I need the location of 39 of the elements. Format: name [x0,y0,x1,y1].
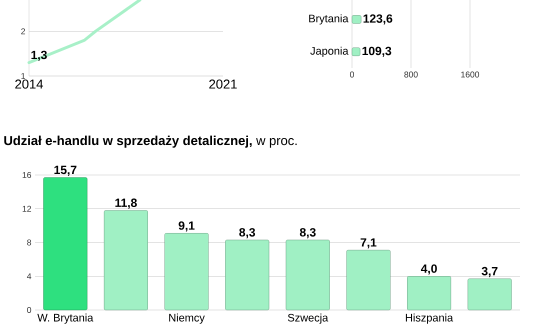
bar [104,210,148,310]
y-tick-label: Japonia [310,46,348,57]
x-tick-label: Niemcy [169,314,205,324]
y-tick-label: 2 [21,28,26,34]
x-tick-label: 0 [350,72,354,78]
data-label: 1,3 [31,50,47,61]
bar [407,276,452,310]
bar [164,233,209,310]
data-label: 7,1 [360,238,376,248]
y-tick-label: 12 [22,206,32,212]
bar [43,177,88,310]
data-label: 8,3 [239,228,256,238]
data-label: 15,7 [54,166,76,176]
x-tick-label: Szwecja [288,314,328,324]
data-label: 8,3 [300,228,316,238]
data-label: 11,8 [115,198,137,209]
bar [286,240,330,310]
data-label: 9,1 [178,221,195,232]
bar [468,278,512,310]
line-series [28,0,142,64]
y-tick-label: 4 [26,273,32,280]
data-label: 109,3 [362,46,392,57]
data-label: 4,0 [420,264,437,275]
x-tick-label: W. Brytania [37,314,94,324]
y-tick-label: 1 [21,73,26,79]
x-tick-label: 2014 [15,80,44,89]
y-tick-label: Brytania [309,14,348,25]
x-tick-label: Hiszpania [406,314,454,324]
y-tick-label: 16 [22,172,32,178]
x-tick-label: 1600 [461,72,480,78]
bar [225,240,270,310]
chart-title: Udział e-handlu w sprzedaży detalicznej, w proc. [4,136,297,148]
y-tick-label: 8 [27,240,32,246]
y-tick-label: 0 [27,307,32,313]
bar [346,250,390,310]
x-tick-label: 2021 [209,80,237,89]
data-label: 3,7 [482,266,498,278]
data-label: 123,6 [364,14,392,25]
x-tick-label: 800 [404,72,418,78]
